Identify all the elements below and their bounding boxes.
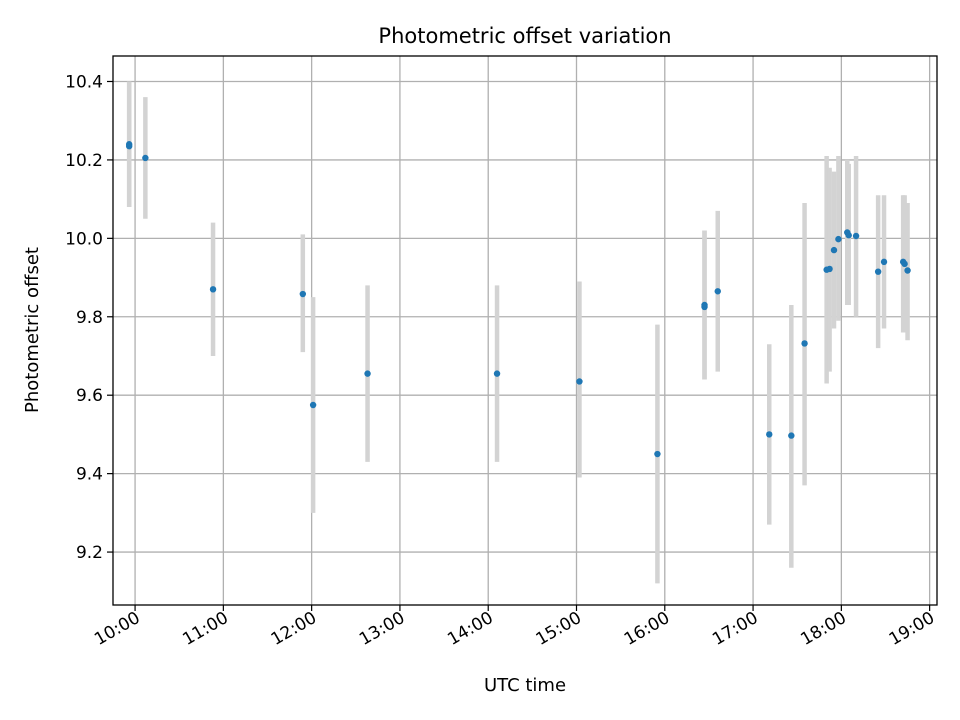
y-tick-label: 10.0 (65, 229, 103, 249)
y-tick-label: 9.6 (76, 386, 103, 406)
y-tick-label: 10.4 (65, 72, 103, 92)
data-point (766, 431, 773, 438)
data-point (826, 265, 833, 273)
data-point (654, 450, 661, 458)
grid-layer (113, 56, 937, 605)
y-tick-label: 10.2 (65, 151, 103, 171)
data-point (209, 286, 217, 293)
plot-frame (112, 55, 938, 606)
y-axis-label: Photometric offset (22, 247, 43, 413)
data-point (309, 401, 317, 409)
data-point (364, 370, 371, 377)
data-point (852, 232, 860, 240)
y-tick-label: 9.8 (76, 308, 103, 328)
data-point (142, 154, 149, 162)
data-point (874, 268, 882, 275)
data-point (299, 290, 307, 298)
data-point (125, 142, 133, 150)
data-point (904, 267, 911, 274)
data-point (701, 303, 708, 311)
y-tick-label: 9.2 (76, 543, 103, 563)
chart-title: Photometric offset variation (378, 24, 671, 48)
data-point (493, 370, 501, 377)
data-point (714, 288, 721, 295)
data-point (835, 235, 842, 243)
data-point (801, 340, 808, 347)
data-point (830, 246, 838, 254)
x-axis-label: UTC time (484, 675, 566, 696)
data-point (788, 432, 795, 439)
data-point (901, 260, 908, 268)
y-tick-label: 9.4 (76, 465, 103, 485)
data-point (880, 258, 888, 266)
point-layer (125, 141, 911, 458)
data-point (845, 232, 852, 239)
data-point (576, 378, 583, 385)
